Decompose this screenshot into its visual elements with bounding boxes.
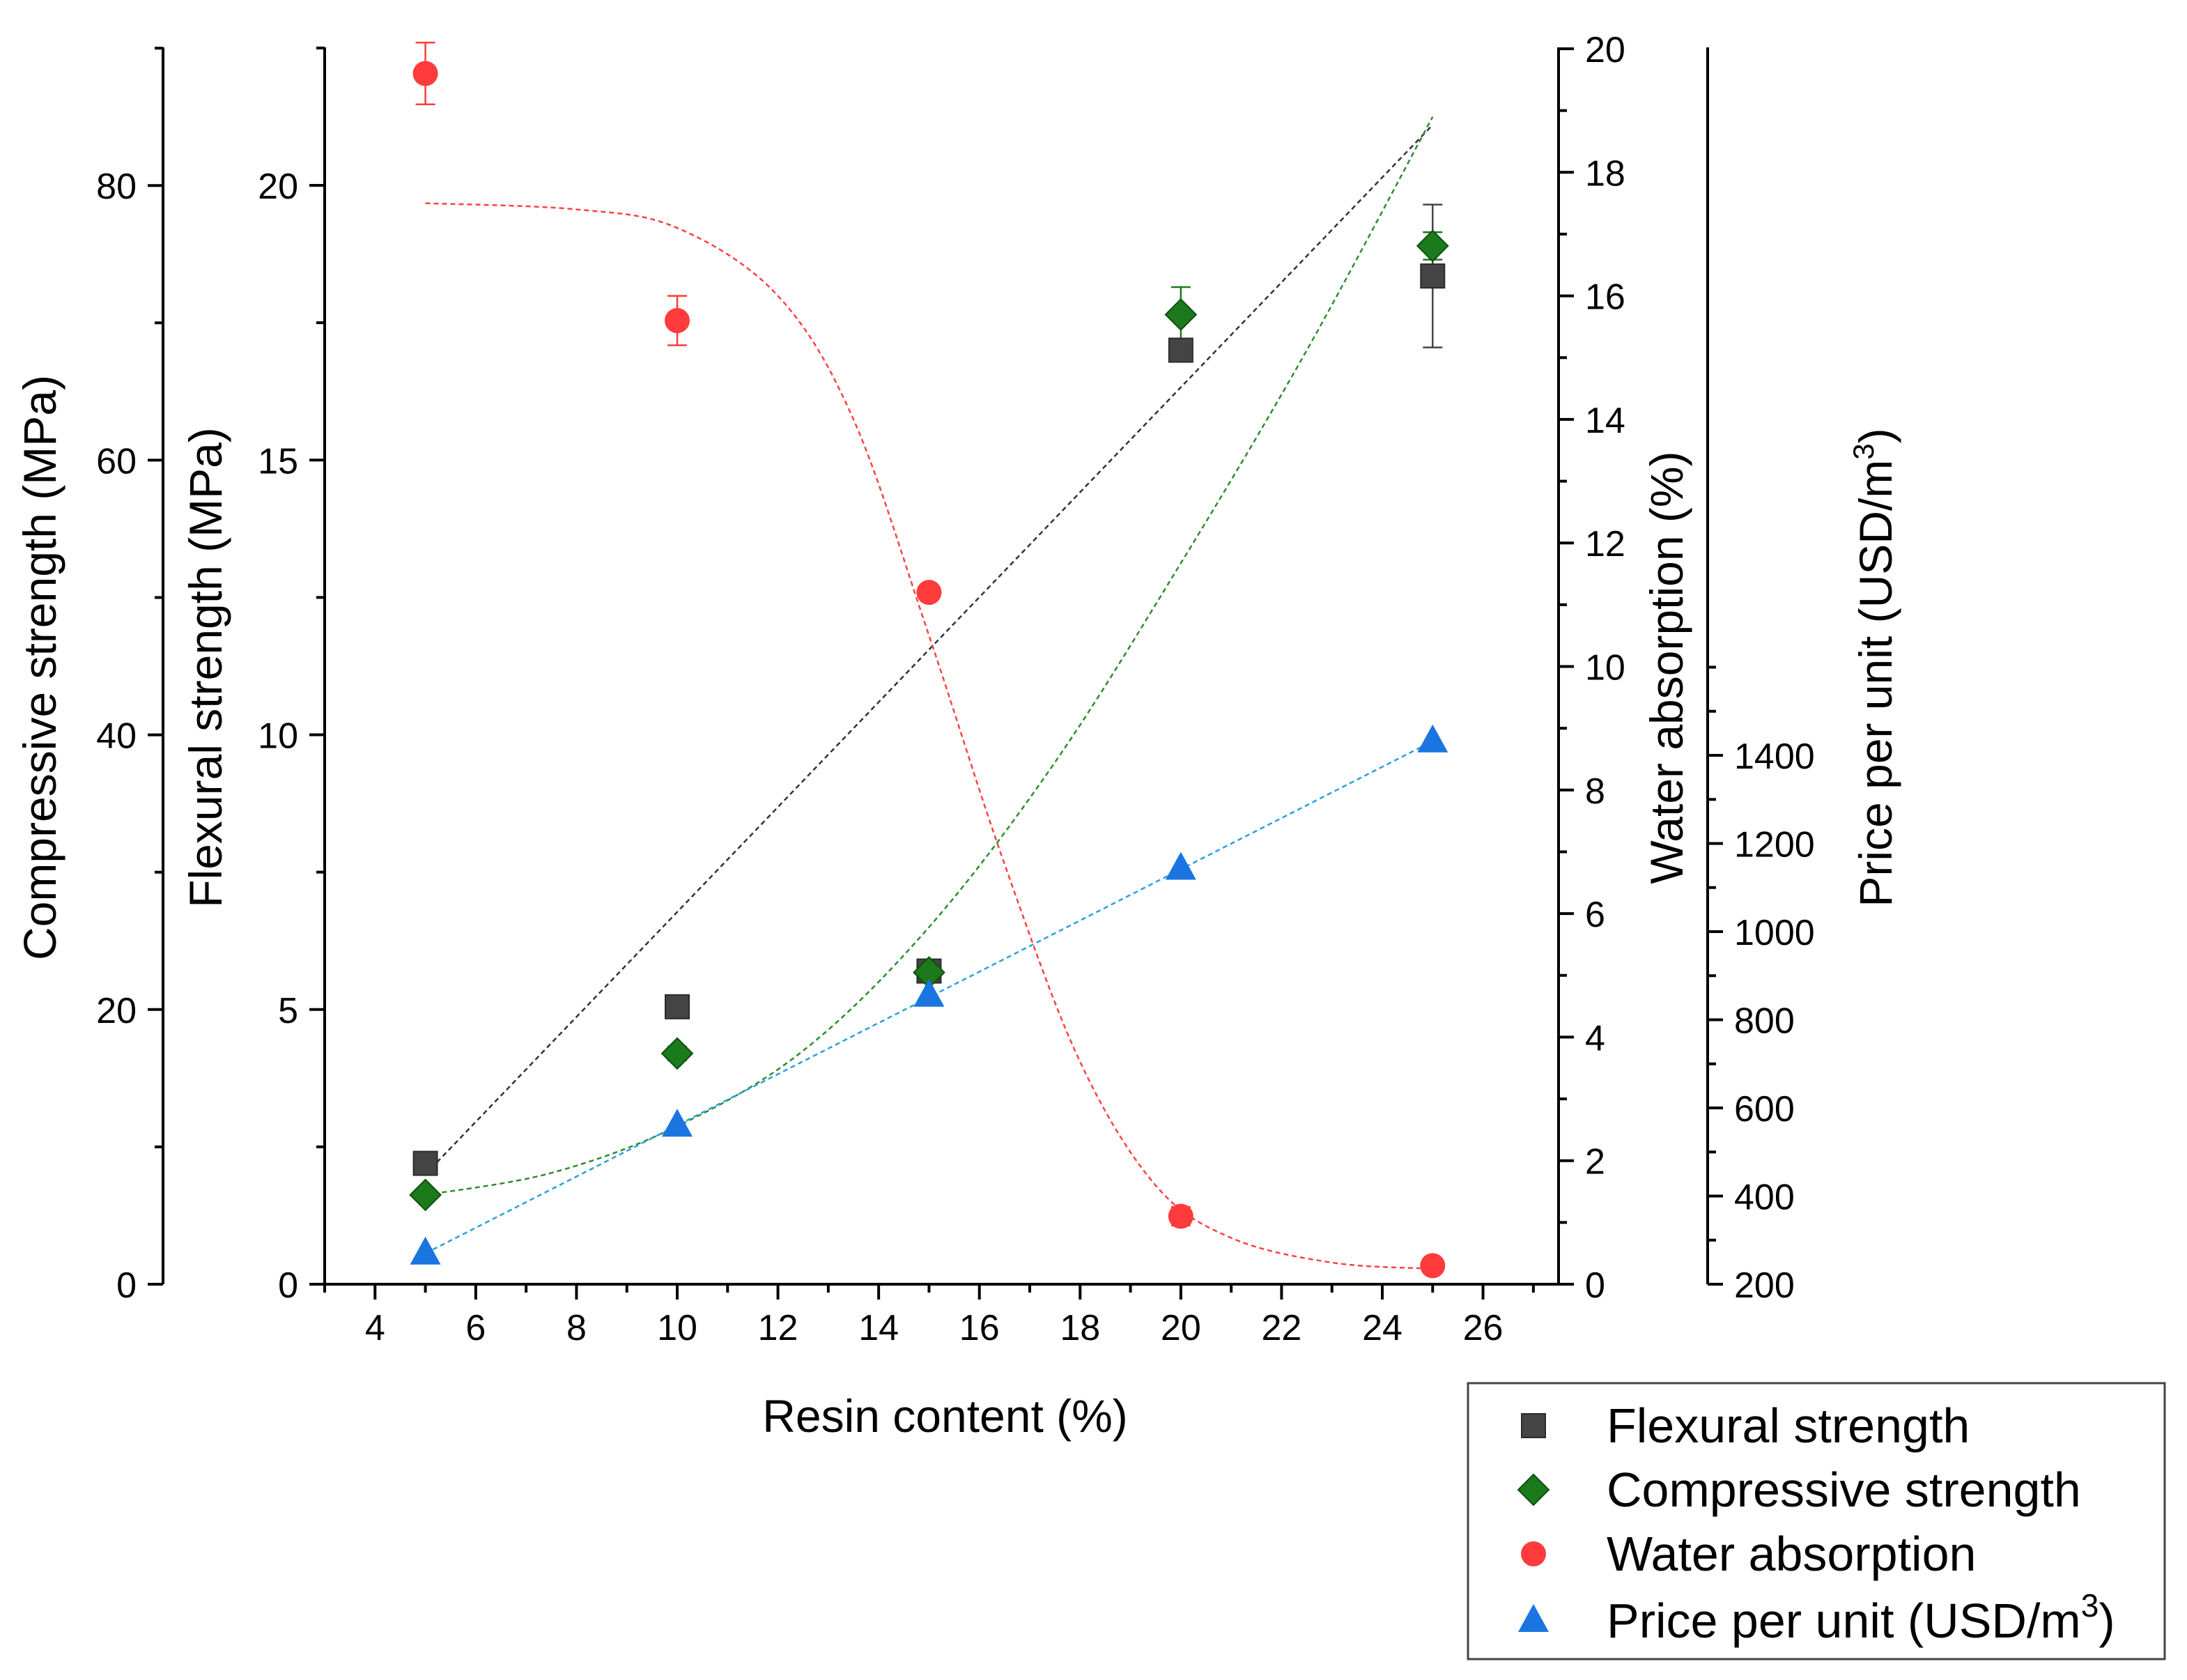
legend-price-marker bbox=[1518, 1604, 1549, 1632]
flexural-point bbox=[1420, 263, 1446, 289]
flexural-fit-line bbox=[424, 124, 1434, 1176]
water-tick-label: 18 bbox=[1585, 153, 1625, 194]
price-axis-title-text: Price per unit (USD/m bbox=[1850, 460, 1901, 907]
legend-water-text: Water absorption bbox=[1607, 1527, 1976, 1581]
price-tick-label: 200 bbox=[1734, 1265, 1795, 1306]
flexural-axis-title-text: Flexural strength (MPa) bbox=[180, 427, 231, 908]
x-tick-label: 10 bbox=[657, 1308, 697, 1348]
x-tick-label: 18 bbox=[1060, 1308, 1100, 1348]
legend-box bbox=[1467, 1382, 2166, 1660]
water-point bbox=[1420, 1253, 1446, 1279]
water-point bbox=[1168, 1203, 1193, 1229]
legend-water-label: Water absorption bbox=[1607, 1527, 1976, 1581]
legend-price-end: ) bbox=[2099, 1594, 2115, 1648]
legend-flexural-marker bbox=[1521, 1413, 1546, 1438]
water-tick-label: 20 bbox=[1585, 30, 1625, 70]
compressive-point bbox=[1164, 298, 1198, 331]
price-tick-label: 1000 bbox=[1734, 913, 1815, 953]
price-point bbox=[662, 1109, 693, 1137]
compressive-tick-label: 80 bbox=[96, 167, 137, 207]
compressive-point bbox=[660, 1037, 694, 1070]
error-bars bbox=[415, 41, 1443, 1273]
water-tick-label: 6 bbox=[1585, 895, 1605, 935]
x-tick-label: 8 bbox=[566, 1308, 587, 1348]
water-tick-label: 2 bbox=[1585, 1142, 1605, 1182]
water-axis: 0 2 4 6 8 10 12 14 16 18 20 bbox=[1557, 30, 1625, 1306]
water-point bbox=[665, 308, 690, 334]
x-tick-label: 26 bbox=[1463, 1308, 1504, 1348]
x-tick-label: 4 bbox=[365, 1308, 385, 1348]
price-point bbox=[1417, 724, 1448, 753]
flexural-tick-label: 5 bbox=[278, 991, 298, 1031]
compressive-fit-line bbox=[425, 116, 1434, 1196]
water-axis-title-text: Water absorption (%) bbox=[1641, 451, 1692, 884]
compressive-axis-title: Compressive strength (MPa) bbox=[14, 375, 65, 960]
price-point bbox=[913, 978, 945, 1007]
water-fit-line bbox=[425, 202, 1433, 1270]
fit-lines bbox=[424, 116, 1434, 1270]
compressive-point bbox=[409, 1178, 442, 1212]
water-tick-label: 0 bbox=[1585, 1265, 1605, 1306]
legend-water-marker bbox=[1521, 1541, 1546, 1566]
price-axis: 200 400 600 800 1000 1200 1400 bbox=[1706, 47, 1815, 1306]
price-axis-title-sup: 3 bbox=[1847, 443, 1880, 459]
flexural-tick-label: 20 bbox=[258, 167, 298, 207]
flexural-point bbox=[1168, 337, 1193, 363]
compressive-axis: 0 20 40 60 80 bbox=[96, 47, 164, 1306]
water-point bbox=[916, 580, 942, 606]
x-tick-label: 22 bbox=[1262, 1308, 1302, 1348]
compressive-point bbox=[1416, 229, 1449, 263]
flexural-tick-label: 10 bbox=[258, 716, 298, 757]
flexural-axis-title: Flexural strength (MPa) bbox=[180, 427, 231, 908]
x-tick-label: 24 bbox=[1362, 1308, 1402, 1348]
price-point bbox=[1165, 851, 1196, 880]
x-tick-label: 12 bbox=[758, 1308, 798, 1348]
flexural-axis: 0 5 10 15 20 bbox=[258, 46, 326, 1306]
price-tick-label: 1200 bbox=[1734, 825, 1815, 865]
water-point bbox=[412, 61, 438, 86]
price-axis-title-end: ) bbox=[1850, 428, 1901, 443]
x-tick-label: 6 bbox=[465, 1308, 486, 1348]
x-tick-label: 16 bbox=[959, 1308, 1000, 1348]
x-tick-label: 20 bbox=[1161, 1308, 1201, 1348]
price-point bbox=[410, 1236, 441, 1265]
water-tick-label: 4 bbox=[1585, 1018, 1605, 1058]
water-tick-label: 16 bbox=[1585, 277, 1625, 318]
compressive-axis-title-text: Compressive strength (MPa) bbox=[14, 375, 65, 960]
price-tick-label: 600 bbox=[1734, 1089, 1795, 1130]
water-tick-label: 14 bbox=[1585, 401, 1625, 441]
price-tick-label: 1400 bbox=[1734, 737, 1815, 777]
flexural-tick-label: 15 bbox=[258, 441, 298, 481]
water-axis-title: Water absorption (%) bbox=[1641, 451, 1692, 884]
legend-price-label: Price per unit (USD/m3) bbox=[1607, 1587, 2115, 1648]
compressive-tick-label: 20 bbox=[96, 991, 137, 1031]
water-tick-label: 8 bbox=[1585, 771, 1605, 812]
legend-flexural-text: Flexural strength bbox=[1607, 1398, 1970, 1453]
compressive-tick-label: 60 bbox=[96, 441, 137, 481]
legend-flexural-label: Flexural strength bbox=[1607, 1398, 1970, 1453]
flexural-point bbox=[412, 1150, 438, 1176]
flexural-tick-label: 0 bbox=[278, 1265, 298, 1306]
water-tick-label: 12 bbox=[1585, 524, 1625, 564]
price-tick-label: 800 bbox=[1734, 1001, 1795, 1042]
price-tick-label: 400 bbox=[1734, 1178, 1795, 1218]
x-axis-title: Resin content (%) bbox=[762, 1390, 1128, 1442]
legend-price-sup: 3 bbox=[2081, 1587, 2099, 1624]
legend-compressive-marker bbox=[1517, 1473, 1550, 1506]
x-tick-label: 14 bbox=[858, 1308, 899, 1348]
price-axis-title: Price per unit (USD/m3) bbox=[1847, 428, 1901, 907]
legend-price-text: Price per unit (USD/m bbox=[1607, 1594, 2081, 1648]
compressive-tick-label: 0 bbox=[116, 1265, 137, 1306]
compressive-tick-label: 40 bbox=[96, 716, 137, 757]
legend: Flexural strength Compressive strength Wat… bbox=[1467, 1382, 2166, 1660]
water-tick-label: 10 bbox=[1585, 648, 1625, 688]
legend-compressive-text: Compressive strength bbox=[1607, 1463, 2081, 1517]
data-markers bbox=[409, 61, 1449, 1279]
flexural-point bbox=[665, 994, 690, 1019]
legend-compressive-label: Compressive strength bbox=[1607, 1463, 2081, 1517]
